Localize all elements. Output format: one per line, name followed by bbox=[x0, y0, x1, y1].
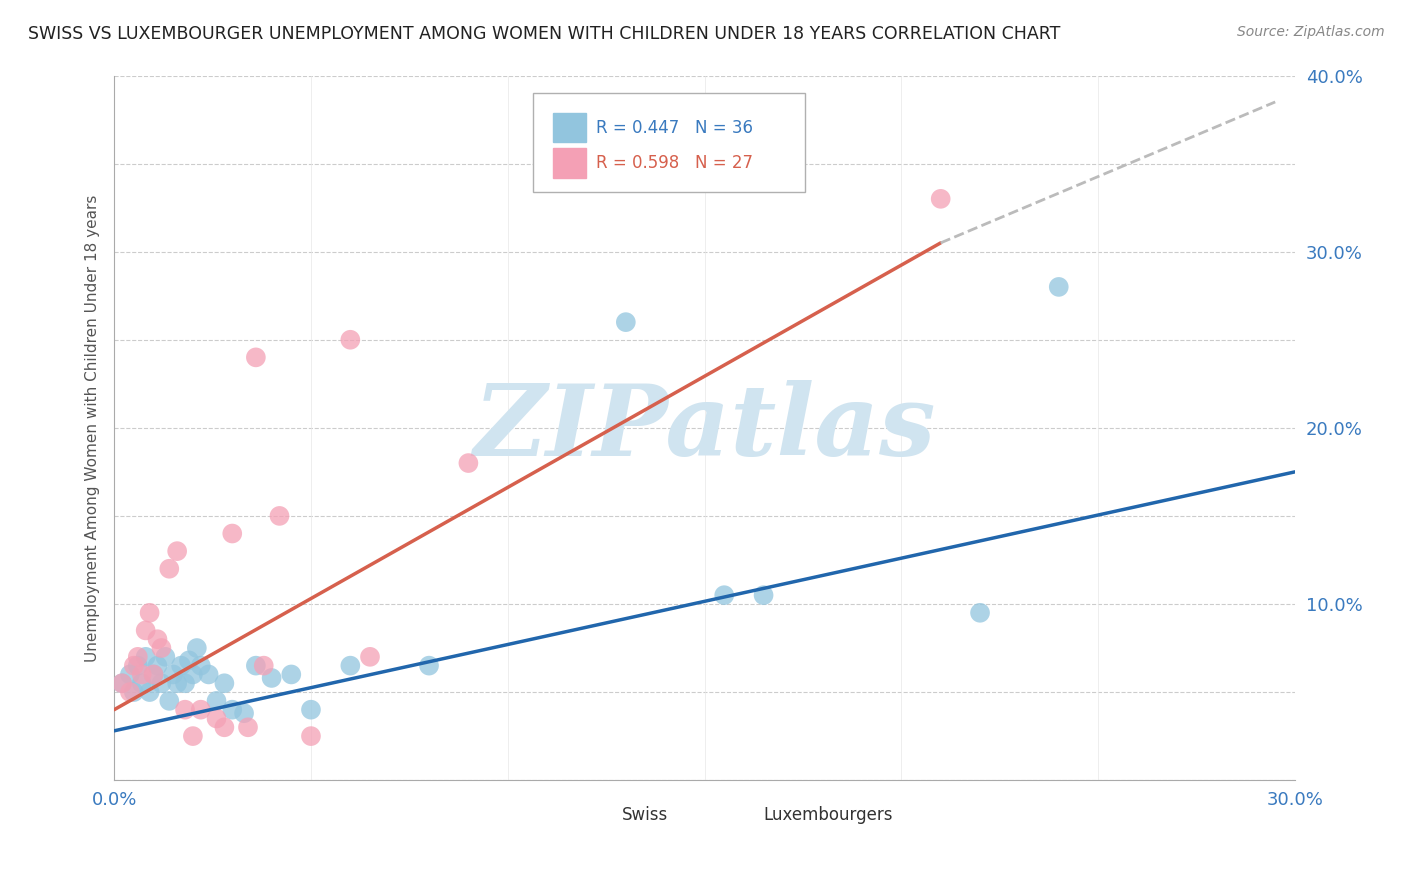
Text: R = 0.598   N = 27: R = 0.598 N = 27 bbox=[596, 154, 754, 172]
Point bbox=[118, 685, 141, 699]
Point bbox=[457, 456, 479, 470]
Point bbox=[135, 649, 157, 664]
Point bbox=[118, 667, 141, 681]
Text: SWISS VS LUXEMBOURGER UNEMPLOYMENT AMONG WOMEN WITH CHILDREN UNDER 18 YEARS CORR: SWISS VS LUXEMBOURGER UNEMPLOYMENT AMONG… bbox=[28, 25, 1060, 43]
Point bbox=[245, 658, 267, 673]
Point bbox=[214, 676, 236, 690]
Point bbox=[260, 671, 283, 685]
Point bbox=[166, 676, 188, 690]
Point bbox=[969, 606, 991, 620]
Point bbox=[135, 624, 157, 638]
Text: ZIPatlas: ZIPatlas bbox=[474, 380, 936, 476]
Point bbox=[157, 562, 180, 576]
Point bbox=[142, 667, 165, 681]
Point bbox=[157, 694, 180, 708]
Point bbox=[131, 676, 153, 690]
Point bbox=[233, 706, 256, 721]
Point bbox=[111, 676, 134, 690]
Point bbox=[214, 720, 236, 734]
Bar bbox=[554, 113, 586, 143]
Point bbox=[359, 649, 381, 664]
Bar bbox=[728, 808, 758, 826]
Point bbox=[299, 703, 322, 717]
FancyBboxPatch shape bbox=[533, 93, 804, 192]
Point bbox=[131, 667, 153, 681]
Point bbox=[142, 667, 165, 681]
Point bbox=[190, 703, 212, 717]
Point bbox=[205, 694, 228, 708]
Point bbox=[146, 658, 169, 673]
Point bbox=[150, 640, 173, 655]
Point bbox=[197, 667, 219, 681]
Point bbox=[418, 658, 440, 673]
Point bbox=[170, 658, 193, 673]
Y-axis label: Unemployment Among Women with Children Under 18 years: Unemployment Among Women with Children U… bbox=[86, 194, 100, 662]
Point bbox=[166, 544, 188, 558]
Point bbox=[146, 632, 169, 647]
Point bbox=[245, 351, 267, 365]
Point bbox=[280, 667, 302, 681]
Point bbox=[221, 703, 243, 717]
Point bbox=[150, 676, 173, 690]
Point bbox=[929, 192, 952, 206]
Point bbox=[181, 667, 204, 681]
Point bbox=[299, 729, 322, 743]
Point bbox=[138, 685, 160, 699]
Point bbox=[155, 649, 177, 664]
Text: R = 0.447   N = 36: R = 0.447 N = 36 bbox=[596, 119, 754, 136]
Bar bbox=[586, 808, 616, 826]
Point bbox=[236, 720, 259, 734]
Point bbox=[111, 676, 134, 690]
Point bbox=[752, 588, 775, 602]
Point bbox=[614, 315, 637, 329]
Point bbox=[162, 667, 184, 681]
Point bbox=[205, 711, 228, 725]
Point bbox=[174, 703, 197, 717]
Point bbox=[186, 640, 208, 655]
Bar bbox=[554, 148, 586, 178]
Point bbox=[190, 658, 212, 673]
Point bbox=[122, 658, 145, 673]
Point bbox=[339, 333, 361, 347]
Point bbox=[221, 526, 243, 541]
Point bbox=[127, 649, 149, 664]
Point bbox=[177, 653, 200, 667]
Point bbox=[713, 588, 735, 602]
Point bbox=[253, 658, 276, 673]
Text: Luxembourgers: Luxembourgers bbox=[763, 806, 893, 824]
Point bbox=[127, 658, 149, 673]
Text: Source: ZipAtlas.com: Source: ZipAtlas.com bbox=[1237, 25, 1385, 39]
Point bbox=[122, 685, 145, 699]
Point bbox=[1047, 280, 1070, 294]
Point bbox=[138, 606, 160, 620]
Point bbox=[174, 676, 197, 690]
Point bbox=[181, 729, 204, 743]
Point bbox=[339, 658, 361, 673]
Text: Swiss: Swiss bbox=[621, 806, 668, 824]
Point bbox=[269, 508, 291, 523]
